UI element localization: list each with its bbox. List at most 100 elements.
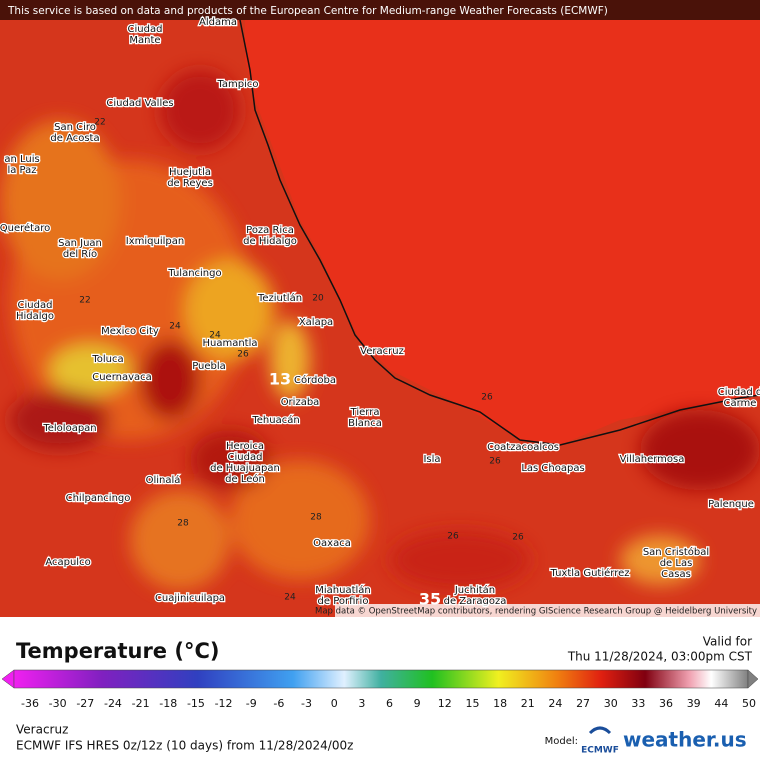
colorbar-tick-label: -24 [104, 697, 122, 710]
colorbar-tick-label: 33 [631, 697, 645, 710]
model-run: ECMWF IFS HRES 0z/12z (10 days) from 11/… [16, 739, 353, 753]
city-label: Villahermosa [620, 454, 685, 465]
colorbar-tick-label: -3 [301, 697, 312, 710]
contour-label: 20 [312, 294, 324, 304]
contour-label: 28 [310, 513, 322, 523]
city-label: Blanca [348, 418, 382, 429]
colorbar-tick-label: 39 [687, 697, 701, 710]
contour-label: 28 [177, 519, 189, 529]
city-label: Tuxtla Gutiérrez [549, 567, 629, 579]
city-label: del Río [63, 248, 97, 260]
city-label: Poza Rica [246, 225, 294, 236]
colorbar-tick-label: 27 [576, 697, 590, 710]
colorbar-tick-label: -12 [215, 697, 233, 710]
city-label: Mexico City [101, 326, 159, 337]
contour-label: 24 [209, 331, 221, 341]
city-label: de Acosta [50, 133, 99, 144]
city-label: Isla [423, 454, 440, 465]
city-label: de Hidalgo [243, 236, 297, 247]
city-label: de Las [660, 558, 693, 569]
valid-label: Valid for [703, 635, 752, 649]
city-label: Las Choapas [521, 463, 584, 474]
city-label: Ixmiquilpan [126, 236, 184, 247]
city-label: Juchitán [454, 584, 495, 596]
city-label: Tulancingo [167, 268, 221, 279]
map: This service is based on data and produc… [0, 0, 760, 617]
colorbar-tick-label: 12 [438, 697, 452, 710]
location: Veracruz [16, 723, 68, 737]
city-label: Casas [661, 569, 691, 580]
city-label: San Cristóbal [643, 546, 709, 558]
colorbar-tick-label: 0 [331, 697, 338, 710]
colorbar-tick-label: 18 [493, 697, 507, 710]
city-label: Acapulco [45, 557, 90, 568]
city-label: la Paz [7, 165, 36, 176]
city-label: an Luis [4, 154, 39, 165]
city-label: Hidalgo [16, 311, 54, 322]
model-label: Model: [545, 736, 578, 747]
city-label: Aldama [199, 17, 237, 28]
brand-logo[interactable]: weather.us [623, 728, 747, 752]
city-label: Olinalá [146, 474, 181, 486]
city-label: Cuernavaca [92, 372, 152, 383]
city-label: Puebla [192, 361, 226, 372]
colorbar-tick-label: 30 [604, 697, 618, 710]
city-label: Carme [724, 398, 757, 409]
colorbar-tick-label: 21 [521, 697, 535, 710]
colorbar-tick-label: 15 [465, 697, 479, 710]
ecmwf-notice: This service is based on data and produc… [7, 5, 608, 17]
city-label: Querétaro [0, 222, 50, 234]
contour-label: 26 [447, 532, 459, 542]
colorbar-tick-label: 44 [714, 697, 728, 710]
colorbar-tick-label: 6 [386, 697, 393, 710]
city-label: Miahuatlán [315, 584, 371, 596]
city-label: Tampico [216, 79, 258, 90]
colorbar-tick-label: 3 [358, 697, 365, 710]
city-label: Toluca [91, 354, 123, 365]
contour-label: 22 [79, 296, 90, 306]
model-logo: ECMWF [581, 746, 619, 756]
city-label: Palenque [708, 499, 754, 510]
contour-label: 35 [419, 590, 441, 609]
city-label: Veracruz [360, 346, 404, 357]
city-label: Ciudad [18, 300, 53, 311]
contour-label: 26 [512, 533, 524, 543]
city-label: Teloloapan [42, 423, 96, 434]
contour-label: 13 [269, 370, 291, 389]
map-attribution: Map data © OpenStreetMap contributors, r… [315, 607, 757, 617]
city-label: Orizaba [281, 397, 320, 408]
colorbar-tick-label: -6 [273, 697, 284, 710]
colorbar-tick-label: 9 [414, 697, 421, 710]
legend: Temperature (°C) Valid for Thu 11/28/202… [1, 635, 759, 756]
city-label: Coatzacoalcos [487, 442, 559, 453]
city-label: Chilpancingo [66, 493, 131, 504]
city-label: Tierra [350, 407, 380, 418]
contour-label: 24 [284, 593, 296, 603]
city-label: Heroica [226, 441, 264, 452]
contour-label: 22 [94, 118, 105, 128]
city-label: Córdoba [294, 374, 336, 386]
city-label: San Ciro [54, 122, 96, 133]
city-label: Huamantla [202, 338, 257, 349]
city-label: Tehuacán [251, 414, 299, 426]
city-label: Ciudad [228, 452, 263, 463]
city-label: Ciudad Valles [106, 98, 173, 109]
valid-time: Thu 11/28/2024, 03:00pm CST [567, 650, 753, 664]
colorbar-tick-label: 50 [742, 697, 756, 710]
colorbar-tick-label: -36 [21, 697, 39, 710]
colorbar-tick-label: -27 [76, 697, 94, 710]
colorbar-tick-label: 24 [548, 697, 562, 710]
city-label: de Huajuapan [210, 463, 280, 474]
city-label: de Reyes [167, 178, 213, 189]
contour-label: 26 [489, 457, 501, 467]
city-label: Cuajinicuilapa [155, 593, 225, 604]
city-label: Oaxaca [313, 538, 351, 549]
contour-label: 26 [237, 350, 249, 360]
legend-title: Temperature (°C) [16, 639, 219, 663]
colorbar-tick-label: -15 [187, 697, 205, 710]
city-label: Teziutlán [257, 292, 302, 304]
city-label: Mante [129, 35, 160, 46]
colorbar-tick-label: -9 [246, 697, 257, 710]
city-label: de León [225, 473, 265, 485]
